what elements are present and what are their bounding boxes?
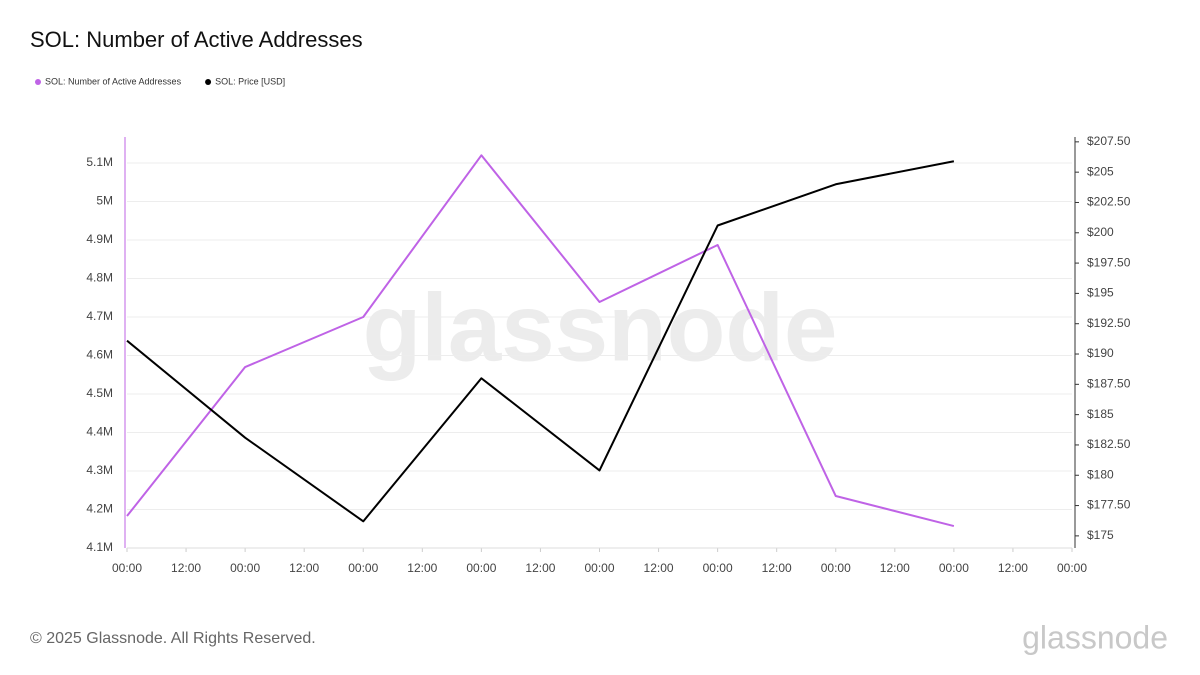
legend-label: SOL: Price [USD] bbox=[215, 76, 285, 86]
legend-swatch bbox=[205, 79, 212, 85]
x-tick-label: 00:00 bbox=[584, 561, 614, 575]
y-tick-label: 4.4M bbox=[86, 425, 113, 439]
x-tick-label: 00:00 bbox=[703, 561, 733, 575]
y2-tick-label: $182.50 bbox=[1087, 437, 1131, 451]
series-line bbox=[126, 160, 955, 523]
y-tick-label: 5M bbox=[96, 194, 113, 208]
y2-tick-label: $205 bbox=[1087, 164, 1114, 178]
x-tick-label: 00:00 bbox=[1057, 561, 1087, 575]
x-tick-label: 12:00 bbox=[525, 561, 555, 575]
x-tick-label: 00:00 bbox=[939, 561, 969, 575]
y-tick-label: 4.3M bbox=[86, 463, 113, 477]
x-tick-label: 12:00 bbox=[171, 561, 201, 575]
copyright: © 2025 Glassnode. All Rights Reserved. bbox=[30, 630, 316, 647]
x-tick-label: 12:00 bbox=[762, 561, 792, 575]
y2-tick-label: $177.50 bbox=[1087, 498, 1131, 512]
legend-swatch bbox=[35, 79, 41, 85]
x-tick-label: 00:00 bbox=[230, 561, 260, 575]
x-tick-label: 00:00 bbox=[112, 561, 142, 575]
watermark: glassnode bbox=[363, 274, 838, 381]
x-tick-label: 12:00 bbox=[998, 561, 1028, 575]
x-tick-label: 00:00 bbox=[348, 561, 378, 575]
y2-tick-label: $187.50 bbox=[1087, 376, 1131, 390]
y-tick-label: 4.6M bbox=[86, 348, 113, 362]
y2-tick-label: $180 bbox=[1087, 467, 1114, 481]
x-tick-label: 00:00 bbox=[821, 561, 851, 575]
y-tick-label: 4.9M bbox=[86, 232, 113, 246]
y-tick-label: 4.5M bbox=[86, 386, 113, 400]
y2-tick-label: $175 bbox=[1087, 528, 1114, 542]
legend-label: SOL: Number of Active Addresses bbox=[45, 76, 182, 86]
y2-tick-label: $185 bbox=[1087, 407, 1114, 421]
y-tick-label: 4.1M bbox=[86, 540, 113, 554]
x-tick-label: 12:00 bbox=[644, 561, 674, 575]
y2-tick-label: $207.50 bbox=[1087, 134, 1131, 148]
x-tick-label: 12:00 bbox=[407, 561, 437, 575]
y2-tick-label: $200 bbox=[1087, 225, 1114, 239]
logo: glassnode bbox=[1022, 619, 1168, 655]
series-line bbox=[126, 154, 955, 528]
y2-tick-label: $190 bbox=[1087, 346, 1114, 360]
y2-tick-label: $192.50 bbox=[1087, 316, 1131, 330]
x-tick-label: 12:00 bbox=[880, 561, 910, 575]
chart-title: SOL: Number of Active Addresses bbox=[30, 27, 363, 52]
y-tick-label: 5.1M bbox=[86, 155, 113, 169]
y-tick-label: 4.2M bbox=[86, 502, 113, 516]
y-tick-label: 4.8M bbox=[86, 271, 113, 285]
x-tick-label: 12:00 bbox=[289, 561, 319, 575]
y2-tick-label: $197.50 bbox=[1087, 255, 1131, 269]
y-tick-label: 4.7M bbox=[86, 309, 113, 323]
y2-tick-label: $202.50 bbox=[1087, 195, 1131, 209]
y2-tick-label: $195 bbox=[1087, 286, 1114, 300]
x-tick-label: 00:00 bbox=[466, 561, 496, 575]
